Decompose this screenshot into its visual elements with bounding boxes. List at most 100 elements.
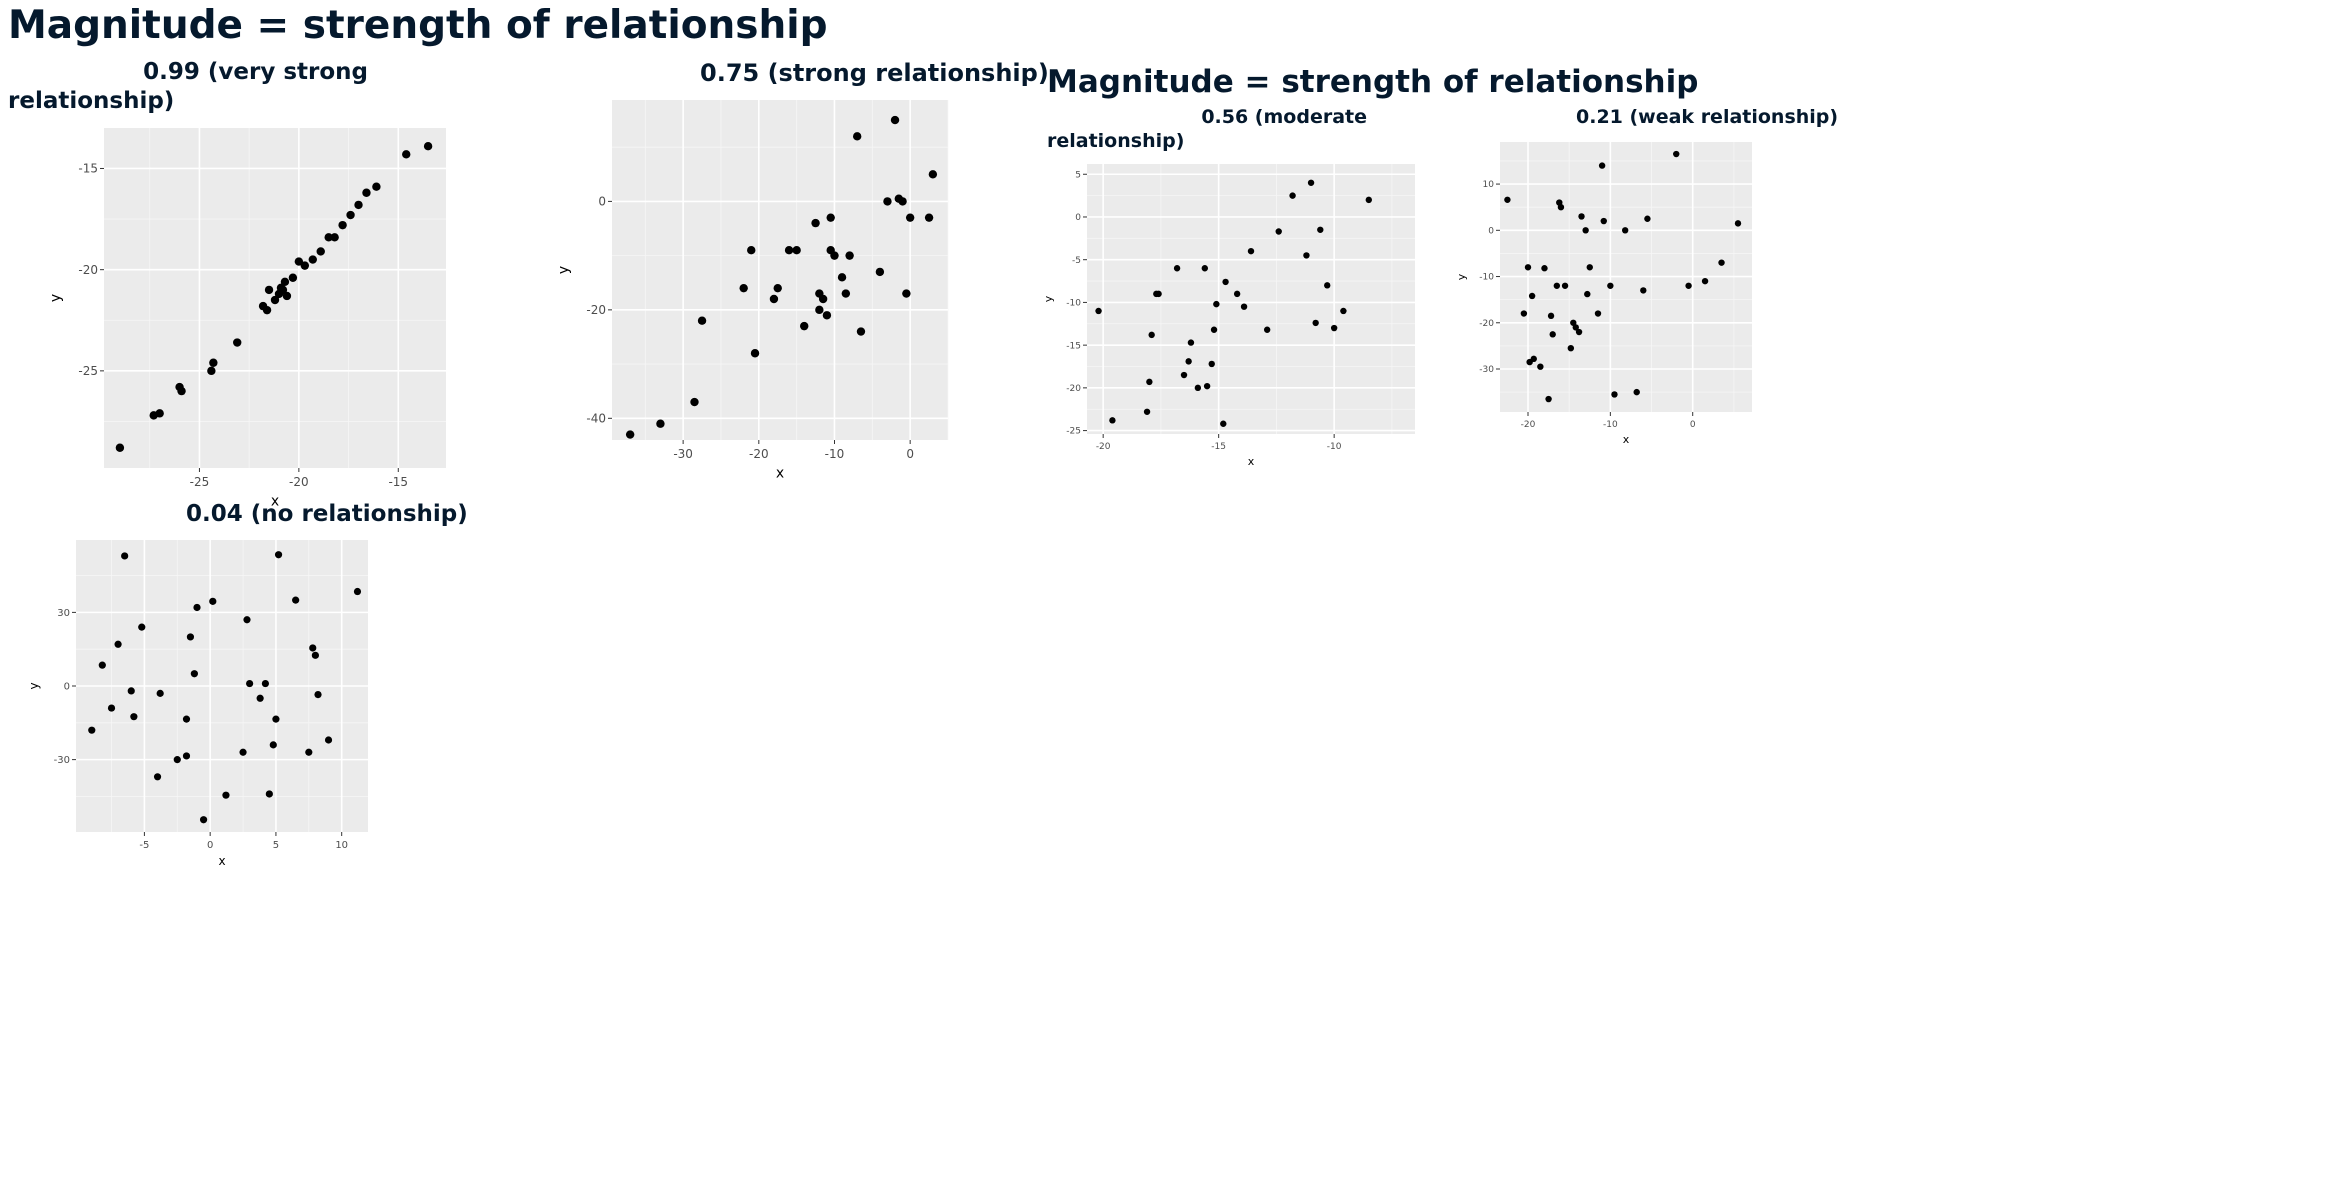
panel-title-line: 0.99 (very strong: [143, 59, 368, 85]
data-point: [274, 551, 283, 559]
data-point: [353, 587, 362, 596]
data-point: [856, 327, 866, 336]
data-point: [1340, 307, 1347, 315]
scatter-plot: -5 0 5 10 -30 0 30 x y: [27, 540, 368, 868]
data-point: [1701, 277, 1709, 285]
data-point: [1549, 331, 1556, 338]
data-point: [1187, 339, 1195, 346]
x-tick-label: 0: [1690, 420, 1696, 430]
data-point: [190, 670, 198, 678]
y-tick-label: -10: [1066, 299, 1081, 309]
data-point: [1561, 282, 1569, 289]
data-point: [1203, 382, 1211, 390]
y-axis-title: y: [27, 682, 41, 689]
y-tick-label: -20: [586, 303, 606, 317]
data-point: [800, 321, 809, 331]
data-point: [1718, 259, 1725, 266]
data-point: [883, 197, 892, 206]
data-point: [845, 251, 854, 260]
x-tick-label: -10: [825, 447, 845, 461]
data-point: [272, 715, 280, 723]
y-tick-label: -15: [1066, 341, 1081, 351]
y-tick-label: 0: [1488, 226, 1494, 236]
data-point: [1685, 282, 1692, 289]
data-point: [262, 305, 272, 315]
panel-title: 0.75 (strong relationship): [700, 58, 1160, 88]
y-tick-label: -40: [586, 412, 606, 426]
data-point: [173, 756, 181, 764]
data-point: [852, 132, 862, 141]
x-tick-label: 0: [906, 447, 914, 461]
data-point: [1148, 331, 1155, 339]
data-point: [153, 773, 162, 781]
y-tick-label: 10: [1483, 180, 1495, 190]
data-point: [186, 633, 195, 641]
y-tick-label: -20: [78, 263, 98, 277]
data-point: [1222, 278, 1229, 286]
data-point: [193, 603, 201, 612]
data-point: [898, 197, 907, 206]
data-point: [265, 790, 273, 798]
scatter-plot: -20 -10 0 -30 -20 -10 0 10 x y: [1455, 142, 1752, 446]
panel-title-line: 0.75 (strong relationship): [700, 59, 1049, 87]
data-point: [690, 397, 699, 407]
data-point: [841, 289, 851, 298]
data-point: [1365, 196, 1373, 204]
data-point: [1575, 328, 1583, 336]
x-axis-title: x: [1248, 455, 1255, 468]
data-point: [1303, 252, 1310, 259]
data-point: [246, 679, 254, 688]
data-point: [905, 213, 915, 222]
data-point: [311, 651, 319, 659]
data-point: [423, 142, 433, 151]
data-point: [280, 277, 290, 287]
panel-title-line: 0.56 (moderate: [1201, 106, 1367, 128]
data-point: [1530, 355, 1537, 363]
data-point: [769, 294, 779, 304]
data-point: [1317, 226, 1324, 233]
data-point: [890, 115, 900, 125]
data-point: [1734, 220, 1742, 227]
data-point: [818, 294, 828, 304]
x-tick-label: -10: [1603, 420, 1618, 430]
slide-title-repeat: Magnitude = strength of relationship: [1047, 64, 1699, 100]
data-point: [1213, 300, 1220, 308]
plot-panel-background: [1087, 164, 1415, 434]
x-tick-label: -20: [1096, 442, 1111, 452]
data-point: [1621, 227, 1629, 234]
y-tick-label: 5: [1075, 170, 1081, 180]
data-point: [1185, 358, 1192, 365]
data-point: [1545, 395, 1552, 403]
x-tick-label: -20: [749, 447, 769, 461]
data-point: [1109, 417, 1116, 424]
x-tick-label: -20: [289, 475, 309, 489]
data-point: [309, 644, 317, 652]
x-tick-label: -10: [1327, 442, 1342, 452]
data-point: [815, 305, 824, 315]
y-axis-title: y: [556, 266, 572, 274]
data-point: [1586, 264, 1593, 271]
data-point: [1584, 290, 1591, 298]
data-point: [1155, 290, 1162, 298]
y-tick-label: -10: [1479, 273, 1494, 283]
y-tick-label: -30: [1479, 365, 1494, 375]
data-point: [811, 218, 820, 228]
data-point: [209, 597, 217, 605]
data-point: [222, 791, 230, 799]
data-point: [130, 713, 138, 721]
data-point: [1640, 287, 1647, 294]
data-point: [182, 752, 191, 760]
data-point: [792, 246, 801, 255]
data-point: [239, 748, 247, 756]
data-point: [773, 283, 782, 293]
x-axis-title: x: [776, 465, 784, 481]
data-point: [362, 188, 371, 197]
data-point: [308, 255, 317, 264]
data-point: [127, 687, 135, 695]
data-point: [1673, 150, 1680, 158]
data-point: [121, 552, 129, 560]
data-point: [822, 311, 832, 320]
panel-title-line: 0.21 (weak relationship): [1576, 106, 1839, 128]
data-point: [282, 291, 292, 301]
y-tick-label: 30: [57, 608, 70, 619]
